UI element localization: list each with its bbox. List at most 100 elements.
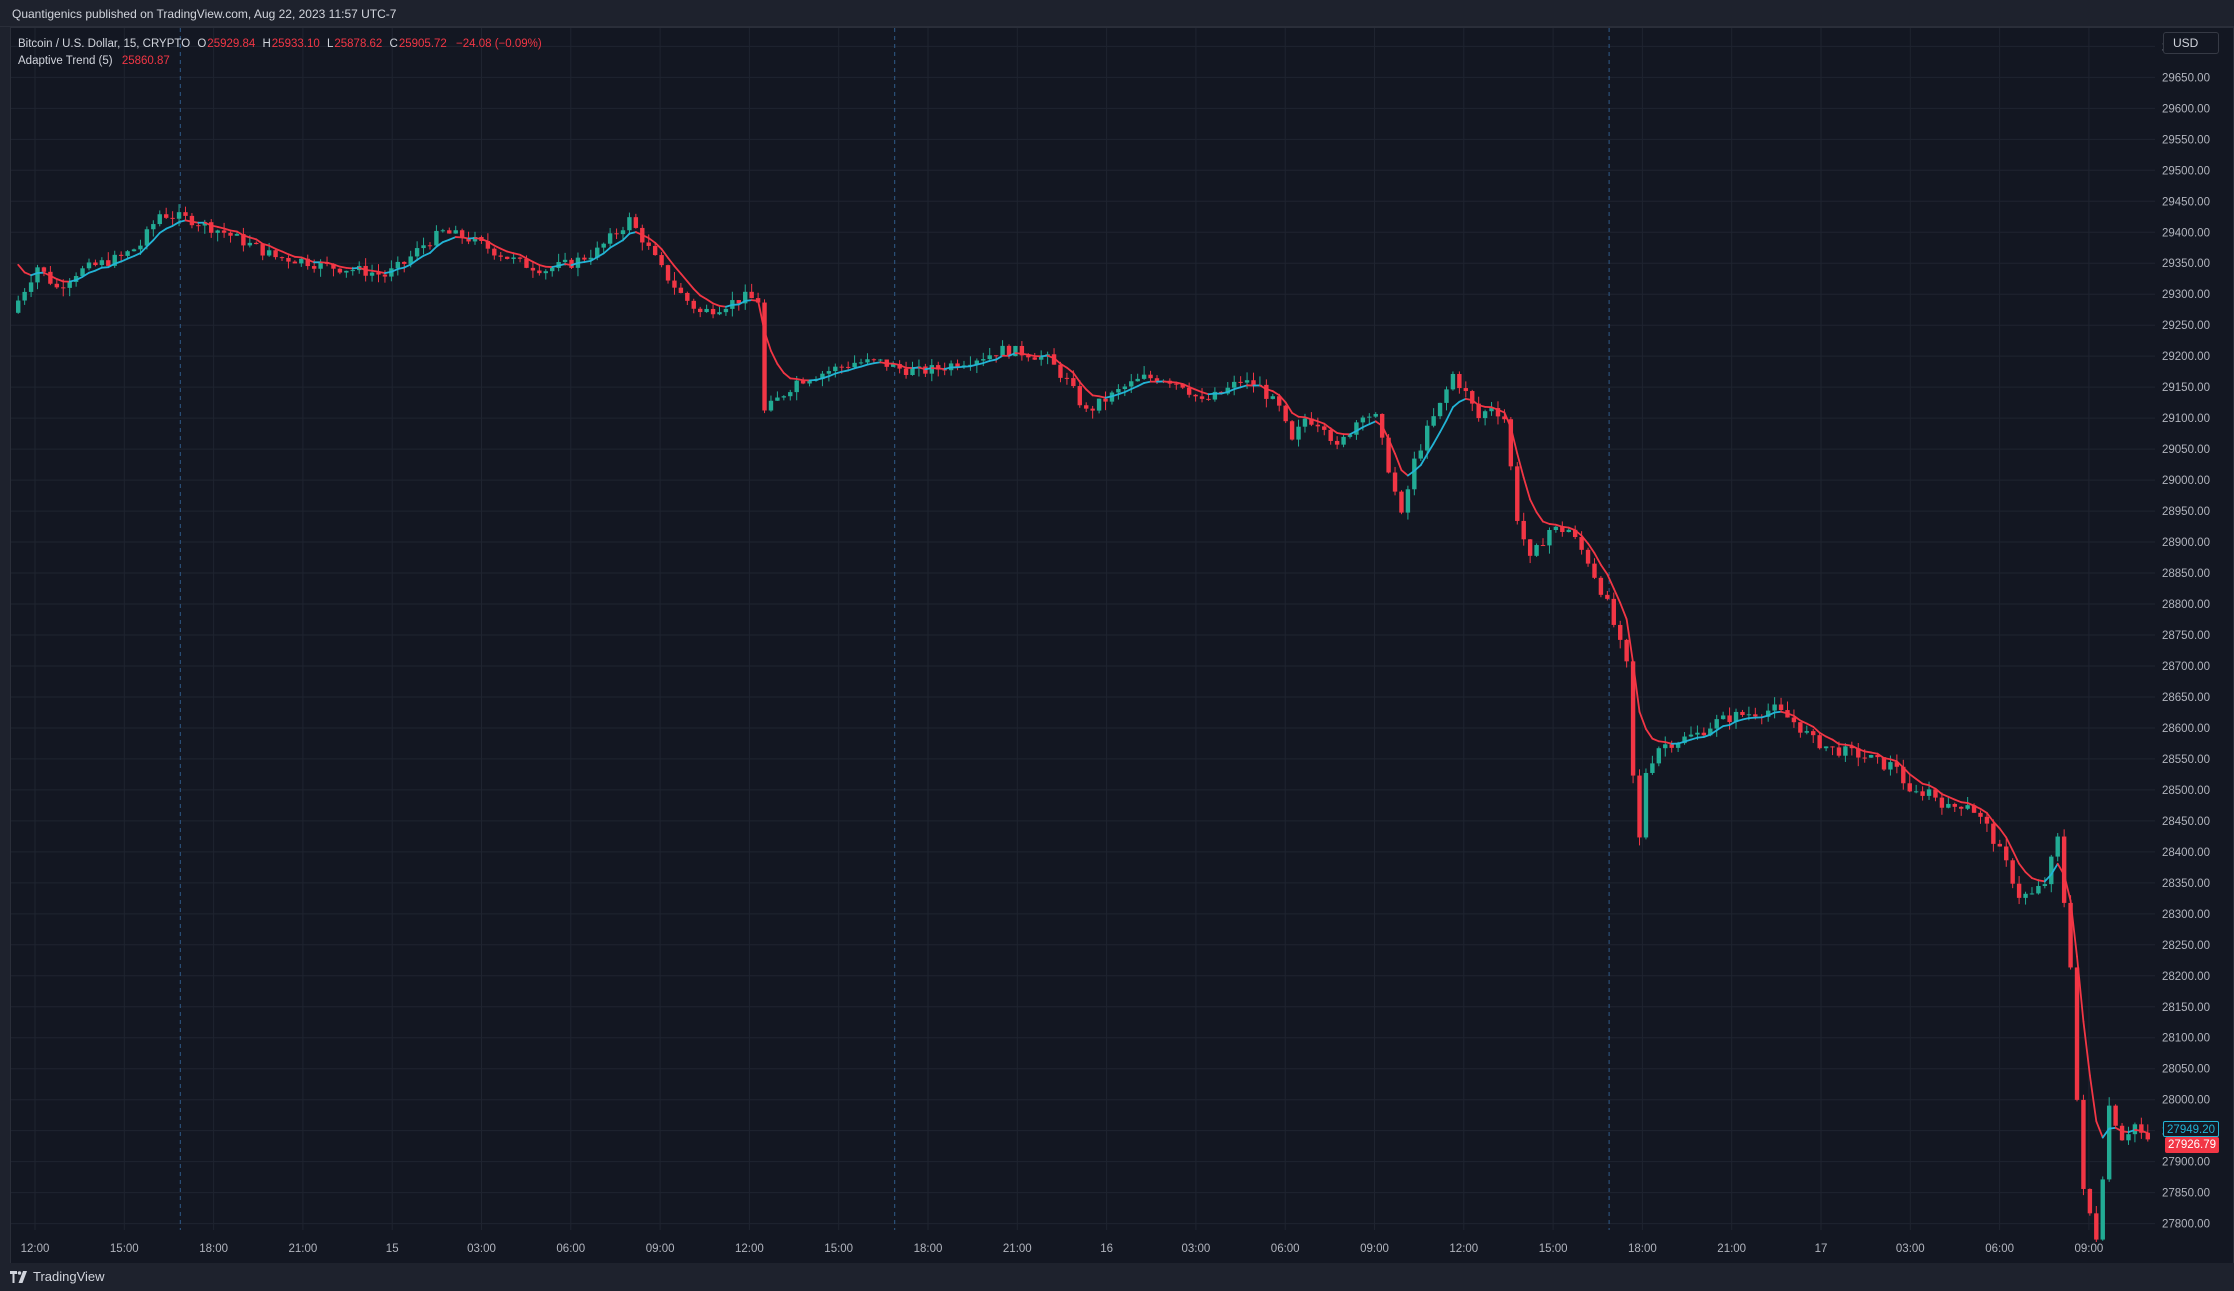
trend-segment [107,262,116,269]
time-tick-label: 06:00 [556,1243,585,1255]
trend-segment [840,369,850,373]
trend-segment [1773,710,1782,714]
candle-body [807,380,812,384]
trend-segment [1915,778,1924,785]
trend-segment [1381,425,1390,440]
trend-segment [1645,728,1654,740]
candle-body [196,225,201,227]
trend-segment [1973,804,1982,810]
trend-segment [1284,401,1293,414]
trend-segment [1452,400,1461,409]
candle-body [1071,378,1076,387]
trend-segment [236,230,245,237]
trend-segment [1850,744,1860,750]
candle-body [1798,722,1803,733]
candle-body [99,260,105,266]
candle-body [1283,405,1288,422]
candle-body [1727,715,1732,723]
candle-body [1791,717,1797,723]
candle-body [620,230,626,235]
candlestick-chart[interactable]: 29700.0029650.0029600.0029550.0029500.00… [11,28,2233,1263]
indicator-legend-row: Adaptive Trend (5) 25860.87 [18,53,542,70]
trend-segment [589,256,599,262]
candle-body [215,230,220,233]
candle-body [1347,434,1353,437]
trend-segment [1953,798,1963,804]
trend-segment [1683,738,1692,743]
trend-segment [409,258,419,266]
candle-body [54,283,60,288]
trend-segment [969,363,978,368]
trend-segment [306,258,316,264]
candle-body [839,366,844,368]
trend-segment [384,270,393,275]
trend-segment [1078,381,1088,391]
trend-segment [332,263,341,268]
trend-segment [1966,802,1975,807]
candle-body [601,243,606,248]
trend-segment [371,269,380,273]
price-tick-label: 29400.00 [2162,227,2210,239]
candle-body [1064,377,1070,379]
trend-segment [1992,820,2001,830]
candle-body [1708,728,1713,736]
candle-body [2113,1105,2118,1126]
trend-segment [660,248,669,259]
trend-segment [1735,718,1744,723]
trend-segment [68,279,78,283]
currency-button[interactable]: USD [2163,32,2219,54]
candle-body [833,366,838,372]
tradingview-logo-icon [10,1270,27,1283]
candle-body [1425,425,1430,451]
candle-body [530,267,536,271]
time-tick-label: 03:00 [1896,1243,1925,1255]
candle-body [845,366,851,368]
candle-body [1148,374,1153,379]
chart-area[interactable]: 29700.0029650.0029600.0029550.0029500.00… [10,27,2234,1264]
trend-segment [1355,426,1364,432]
candle-body [1270,396,1275,399]
trend-segment [1117,391,1126,396]
trend-segment [2069,899,2078,958]
time-tick-label: 03:00 [467,1243,496,1255]
candle-body [1624,639,1629,662]
trend-segment [1310,418,1319,423]
candle-body [1926,789,1932,796]
trend-segment [1690,736,1699,741]
trend-segment [1477,404,1487,408]
trend-segment [23,271,32,277]
price-tick-label: 28350.00 [2162,878,2210,890]
candle-body [878,359,883,361]
candle-body [1399,491,1404,513]
trend-segment [223,227,232,232]
candle-body [202,222,207,226]
price-tick-label: 28650.00 [2162,692,2210,704]
candle-body [157,214,162,225]
candle-body [2029,893,2035,895]
candle-body [800,380,806,384]
candle-body [633,217,639,228]
candle-body [2081,1099,2086,1189]
trend-segment [725,303,734,308]
candle-body [1103,398,1108,402]
trend-segment [165,225,174,230]
indicator-name[interactable]: Adaptive Trend (5) [18,55,113,67]
candle-body [987,355,992,360]
candle-body [1315,424,1321,427]
candle-body [1495,408,1501,417]
trend-segment [1407,469,1416,477]
symbol-name[interactable]: Bitcoin / U.S. Dollar, 15, CRYPTO [18,38,191,50]
trend-segment [918,366,927,371]
candle-body [981,359,986,361]
candle-body [2145,1132,2150,1140]
candle-body [1688,734,1694,737]
tradingview-brand[interactable]: TradingView [10,1269,105,1284]
candle-body [80,268,85,277]
chart-legend: Bitcoin / U.S. Dollar, 15, CRYPTO O25929… [18,36,542,70]
candle-body [1457,373,1462,389]
trend-segment [422,252,431,257]
trend-segment [975,362,985,366]
candle-body [820,373,825,380]
trend-segment [956,365,965,369]
trend-segment [564,263,573,267]
